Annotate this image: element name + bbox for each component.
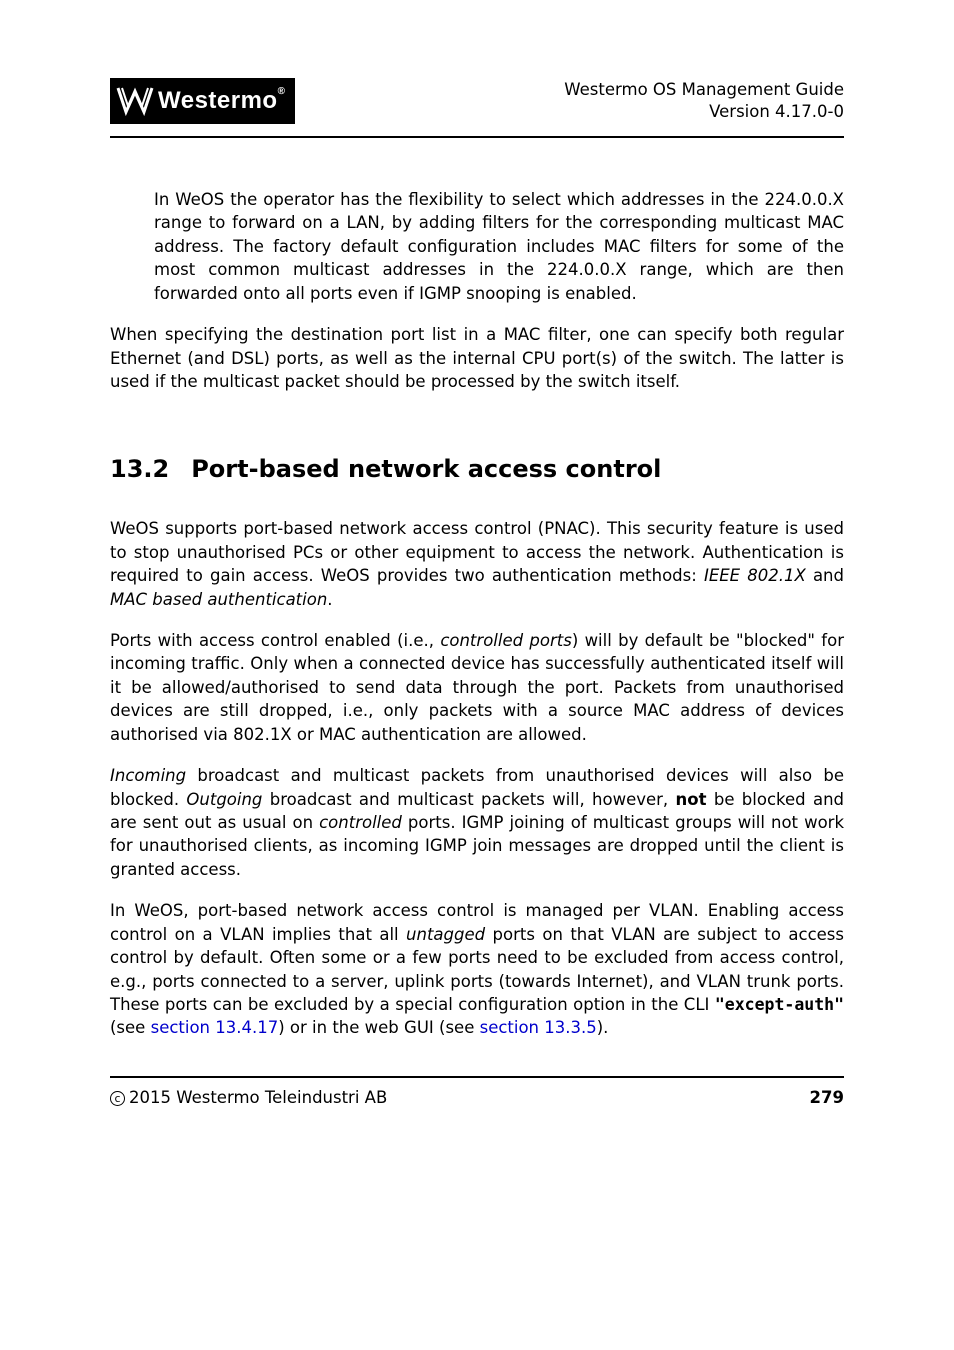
section-number: 13.2 <box>110 455 169 483</box>
section-heading: 13.2 Port-based network access control <box>110 455 844 483</box>
copyright: c 2015 Westermo Teleindustri AB <box>110 1088 387 1107</box>
link-section-13-4-17[interactable]: section 13.4.17 <box>151 1018 279 1037</box>
paragraph-3: Incoming broadcast and multicast packets… <box>110 764 844 881</box>
copyright-text: 2015 Westermo Teleindustri AB <box>129 1088 387 1107</box>
emphasis-untagged: untagged <box>406 925 485 944</box>
logo-w-icon <box>116 84 154 118</box>
paragraph-mac-filter: When specifying the destination port lis… <box>110 323 844 393</box>
code-except-auth: "except-auth" <box>715 995 844 1014</box>
doc-version: Version 4.17.0-0 <box>564 101 844 123</box>
document-page: Westermo® Westermo OS Management Guide V… <box>0 0 954 1157</box>
copyright-icon: c <box>110 1091 125 1106</box>
logo-text: Westermo® <box>158 89 285 113</box>
paragraph-4: In WeOS, port-based network access contr… <box>110 899 844 1040</box>
section-title: Port-based network access control <box>191 455 661 483</box>
header-title-block: Westermo OS Management Guide Version 4.1… <box>564 79 844 124</box>
footer-rule <box>110 1076 844 1078</box>
emphasis-mac-auth: MAC based authentication <box>110 590 327 609</box>
page-footer: c 2015 Westermo Teleindustri AB 279 <box>110 1088 844 1107</box>
emphasis-controlled-ports: controlled ports <box>440 631 572 650</box>
page-number: 279 <box>810 1088 844 1107</box>
emphasis-outgoing: Outgoing <box>186 790 262 809</box>
page-header: Westermo® Westermo OS Management Guide V… <box>110 78 844 124</box>
link-section-13-3-5[interactable]: section 13.3.5 <box>480 1018 597 1037</box>
emphasis-controlled: controlled <box>319 813 402 832</box>
emphasis-incoming: Incoming <box>110 766 186 785</box>
paragraph-2: Ports with access control enabled (i.e.,… <box>110 629 844 746</box>
indent-paragraph: In WeOS the operator has the flexibility… <box>154 188 844 305</box>
westermo-logo: Westermo® <box>110 78 295 124</box>
indented-note: In WeOS the operator has the flexibility… <box>154 188 844 305</box>
header-rule <box>110 136 844 138</box>
paragraph-1: WeOS supports port-based network access … <box>110 517 844 611</box>
doc-title: Westermo OS Management Guide <box>564 79 844 101</box>
emphasis-ieee: IEEE 802.1X <box>704 566 806 585</box>
bold-not: not <box>676 790 707 809</box>
